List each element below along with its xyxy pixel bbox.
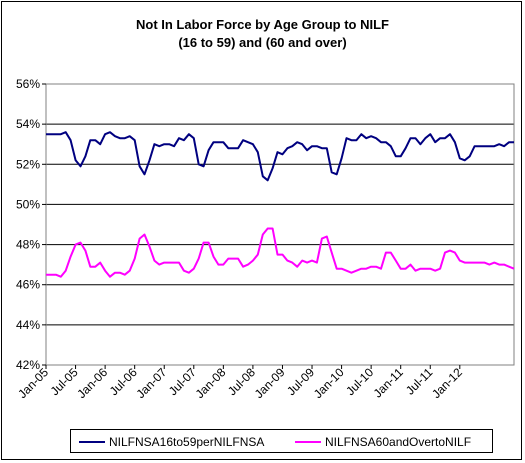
legend-swatch-16to59 — [79, 441, 105, 443]
series-line-16to59 — [46, 131, 514, 182]
legend-label-16to59: NILFNSA16to59perNILFNSA — [109, 435, 265, 449]
chart-title: Not In Labor Force by Age Group to NILF — [135, 17, 389, 32]
y-tick-label: 52% — [16, 157, 40, 171]
y-tick-label: 48% — [16, 238, 40, 252]
legend-item-60andover: NILFNSA60andOvertoNILF — [295, 434, 471, 450]
x-tick-label: Jul-10 — [343, 365, 376, 398]
x-axis-ticks: Jan-05Jul-05Jan-06Jul-06Jan-07Jul-07Jan-… — [15, 365, 465, 401]
gridlines — [46, 123, 514, 326]
y-tick-label: 50% — [16, 197, 40, 211]
x-tick-label: Jan-09 — [252, 365, 288, 401]
x-tick-label: Jan-07 — [134, 365, 170, 401]
x-tick-label: Jan-08 — [193, 365, 229, 401]
y-tick-label: 44% — [16, 318, 40, 332]
series-lines — [46, 131, 515, 278]
y-tick-label: 42% — [16, 358, 40, 372]
legend-label-60andover: NILFNSA60andOvertoNILF — [325, 435, 472, 449]
x-tick-label: Jan-12 — [429, 365, 465, 401]
chart-subtitle: (16 to 59) and (60 and over) — [178, 35, 347, 50]
legend-item-16to59: NILFNSA16to59perNILFNSA — [79, 434, 264, 450]
x-tick-label: Jan-06 — [74, 365, 110, 401]
y-tick-label: 46% — [16, 278, 40, 292]
x-tick-label: Jan-11 — [371, 365, 406, 400]
y-tick-label: 54% — [16, 117, 40, 131]
series-line-60andover — [46, 227, 515, 278]
x-tick-label: Jan-10 — [311, 365, 347, 401]
line-chart: 42% 44% 46% 48% 50% 52% 54% 56% Jan-05Jul-05Jan… — [15, 77, 515, 401]
y-tick-label: 56% — [16, 77, 40, 91]
plot-area-border — [45, 83, 515, 366]
legend-swatch-60andover — [295, 441, 321, 443]
y-axis-ticks: 42% 44% 46% 48% 50% 52% 54% 56% — [16, 77, 46, 372]
legend: NILFNSA16to59perNILFNSA NILFNSA60andOver… — [70, 429, 493, 453]
